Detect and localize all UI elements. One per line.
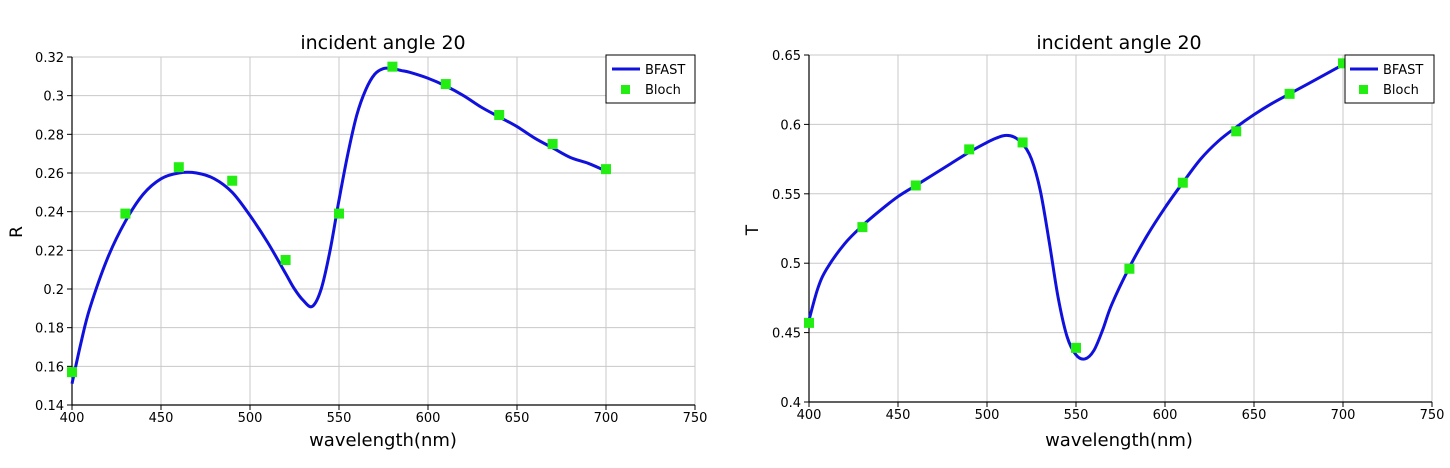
y-axis-label: T [743,224,763,236]
data-point-bloch [173,162,184,173]
data-point-bloch [334,208,344,219]
data-point-bloch [601,164,611,175]
y-tick-label: 0.28 [35,128,64,143]
data-point-bloch [280,255,291,265]
x-tick-label: 450 [149,411,174,426]
y-tick-labels: 0.14 0.16 0.18 0.2 0.22 0.24 0.26 0.28 0.3 0.32 [35,51,64,414]
axes [67,56,696,410]
grid [71,56,696,406]
y-tick-label: 0.26 [35,167,64,182]
x-tick-label: 400 [60,411,85,426]
data-point-bloch [547,139,558,149]
data-point-bloch [910,180,921,191]
data-point-bloch [804,317,814,328]
y-tick-label: 0.16 [35,360,64,375]
series [804,58,1348,361]
data-point-bloch [1231,126,1242,137]
y-tick-label: 0.32 [35,51,64,66]
y-tick-label: 0.6 [780,118,801,133]
series-line-bfast [70,66,607,385]
data-point-bloch [494,110,505,120]
chart-title: incident angle 20 [1036,32,1201,54]
y-tick-label: 0.3 [43,90,64,105]
legend-bloch-marker-swatch [621,85,630,94]
data-point-bloch [1338,58,1348,69]
y-tick-label: 0.5 [780,257,801,272]
data-point-bloch [857,222,868,233]
x-tick-label: 650 [1242,408,1267,423]
legend-label-bfast: BFAST [1383,63,1423,78]
data-point-bloch [120,208,131,219]
legend-box [1344,54,1435,104]
y-tick-label: 0.55 [772,188,801,203]
legend-label-bfast: BFAST [645,63,685,78]
legend-label-bloch: Bloch [645,83,681,98]
x-axis-label: wavelength(nm) [309,430,457,451]
series [67,61,611,385]
y-tick-label: 0.22 [35,244,64,259]
y-tick-label: 0.14 [35,399,64,414]
x-tick-label: 400 [797,408,822,423]
legend-box [605,54,696,104]
legend: BFAST Bloch [1344,54,1435,104]
y-tick-label: 0.4 [780,396,801,411]
x-tick-label: 700 [594,411,619,426]
chart-title: incident angle 20 [300,32,465,54]
y-tick-label: 0.18 [35,322,64,337]
data-point-bloch [227,175,238,186]
legend-bloch-marker-swatch [1359,85,1368,94]
x-axis-label: wavelength(nm) [1045,430,1193,451]
y-tick-label: 0.24 [35,206,64,221]
data-point-bloch [1177,177,1188,188]
x-tick-labels: 400 450 500 550 600 650 700 750 [60,411,708,426]
y-tick-label: 0.2 [43,283,64,298]
y-tick-label: 0.65 [772,49,801,64]
series-line-bfast [807,63,1344,361]
y-tick-labels: 0.4 0.45 0.5 0.55 0.6 0.65 [772,49,801,411]
chart-reflectance: 400 450 500 550 600 650 700 750 0.14 0.16 0.18 0.2… [7,32,707,451]
axes [804,54,1433,407]
legend: BFAST Bloch [605,54,696,104]
data-point-bloch [440,79,451,90]
chart-transmittance: 400 450 500 550 600 650 700 750 0.40.450.50.550… [743,32,1444,451]
x-tick-label: 600 [1153,408,1178,423]
x-tick-label: 750 [1420,408,1445,423]
y-tick-label: 0.45 [772,327,801,342]
x-tick-label: 750 [683,411,708,426]
x-tick-label: 600 [416,411,441,426]
x-tick-label: 650 [505,411,530,426]
legend-label-bloch: Bloch [1383,83,1419,98]
x-tick-label: 550 [327,411,352,426]
data-point-bloch [1017,137,1028,148]
x-tick-label: 500 [238,411,263,426]
data-point-bloch [67,367,77,378]
x-tick-label: 700 [1331,408,1356,423]
x-tick-label: 550 [1064,408,1089,423]
data-point-bloch [387,61,398,72]
x-tick-label: 500 [975,408,1000,423]
data-point-bloch [964,144,975,155]
x-tick-label: 450 [886,408,911,423]
x-tick-labels: 400 450 500 550 600 650 700 750 [797,408,1445,423]
data-point-bloch [1284,88,1295,99]
grid [808,54,1433,403]
y-axis-label: R [7,226,27,238]
data-point-bloch [1124,263,1135,274]
data-point-bloch [1071,342,1081,353]
